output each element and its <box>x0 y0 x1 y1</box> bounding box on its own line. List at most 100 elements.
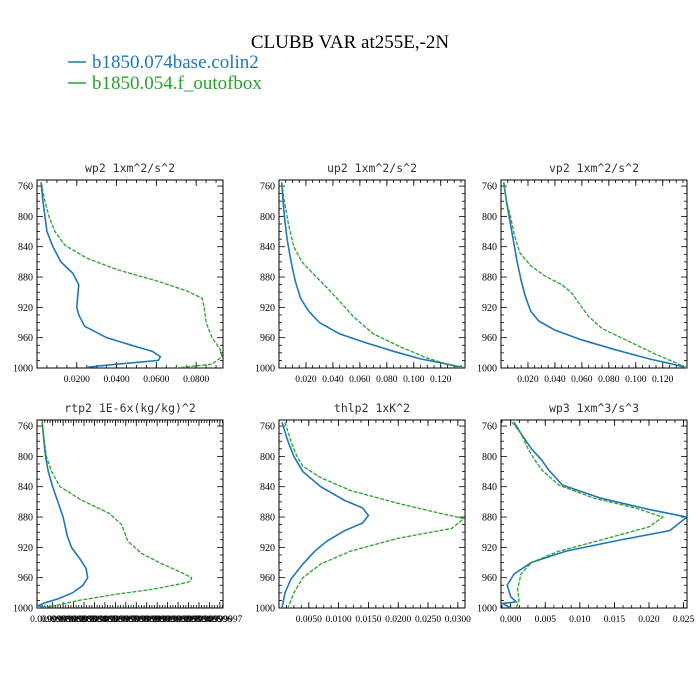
x-tick-label: 0.00999991 <box>135 615 180 625</box>
panel-6: wp3 1xm^3/s^3 760 800 840 880 920 960 10000.000… <box>477 401 694 625</box>
x-tick-label: 0.010 <box>569 615 591 625</box>
y-tick-label: 880 <box>482 273 497 284</box>
panel-frame <box>278 179 466 369</box>
x-tick-label: 0.0050 <box>296 615 322 625</box>
y-tick-label: 920 <box>482 543 497 554</box>
panel-frame <box>278 419 466 609</box>
y-tick-label: 960 <box>482 573 497 584</box>
x-tick-label: 0.020 <box>517 375 539 385</box>
figure-title: CLUBB VAR at255E,-2N <box>251 32 450 53</box>
y-tick-label: 1000 <box>255 364 275 375</box>
x-tick-label: 0.100 <box>403 375 425 385</box>
y-tick-label: 880 <box>18 513 33 524</box>
y-tick-label: 960 <box>482 333 497 344</box>
x-tick-label: 0.060 <box>349 375 371 385</box>
y-tick-label: 800 <box>18 452 33 463</box>
y-tick-label: 1000 <box>477 364 497 375</box>
panel-title: rtp2 1E-6x(kg/kg)^2 <box>64 401 196 415</box>
y-tick-label: 760 <box>482 182 497 193</box>
series-base-line <box>280 182 465 368</box>
x-tick-label: 0.020 <box>295 375 317 385</box>
x-tick-label: 0.0600 <box>143 375 169 385</box>
y-tick-label: 840 <box>482 242 497 253</box>
series-outofbox-line <box>281 182 462 368</box>
x-tick-label: 0.00999982 <box>41 615 86 625</box>
y-tick-label: 840 <box>260 242 275 253</box>
x-tick-label: 0.0100 <box>326 615 352 625</box>
panel-5: thlp2 1xK^2 760 800 840 880 920 960 1000 0.0050 0… <box>255 401 471 625</box>
x-tick-label: 0.120 <box>430 375 452 385</box>
x-tick-label: 0.00999989 <box>114 615 159 625</box>
x-tick-label: 0.040 <box>322 375 344 385</box>
x-tick-label: 0.00999985 <box>72 615 117 625</box>
panel-title: thlp2 1xK^2 <box>334 401 410 415</box>
series-outofbox-line <box>41 422 193 608</box>
series-outofbox-line <box>503 182 687 368</box>
y-tick-label: 960 <box>18 333 33 344</box>
y-tick-label: 920 <box>260 543 275 554</box>
x-tick-label: 0.0150 <box>355 615 381 625</box>
series-base-line <box>40 182 162 368</box>
x-tick-label: 0.00999990 <box>124 615 169 625</box>
y-tick-label: 760 <box>482 422 497 433</box>
y-tick-label: 920 <box>260 303 275 314</box>
y-tick-label: 840 <box>482 482 497 493</box>
x-tick-label: 0.020 <box>638 615 660 625</box>
x-tick-label: 0.005 <box>535 615 557 625</box>
x-tick-label: 0.080 <box>376 375 398 385</box>
y-tick-label: 840 <box>18 482 33 493</box>
legend-label-outofbox: b1850.054.f_outofbox <box>92 73 262 94</box>
panel-1: wp2 1xm^2/s^2 760 800 840 880 920 960 1000 0.020… <box>13 161 224 385</box>
y-tick-label: 920 <box>482 303 497 314</box>
x-tick-label: 0.00999995 <box>176 615 221 625</box>
x-tick-label: 0.040 <box>544 375 566 385</box>
x-tick-label: 0.015 <box>604 615 626 625</box>
x-tick-label: 0.0250 <box>415 615 441 625</box>
x-tick-label: 0.00999988 <box>103 615 148 625</box>
panel-2: up2 1xm^2/s^2 760 800 840 880 920 960 1000 0.020… <box>255 161 466 385</box>
y-tick-label: 920 <box>18 303 33 314</box>
panel-frame <box>500 419 688 609</box>
y-tick-label: 1000 <box>13 364 33 375</box>
panel-title: wp3 1xm^3/s^3 <box>549 401 639 415</box>
x-tick-label: 0.0300 <box>445 615 471 625</box>
x-tick-label: 0.00999986 <box>82 615 127 625</box>
y-tick-label: 760 <box>18 182 33 193</box>
x-tick-label: 0.00999984 <box>61 615 106 625</box>
x-tick-label: 0.00999983 <box>51 615 96 625</box>
series-base-line <box>501 421 687 608</box>
x-tick-label: 0.000 <box>500 615 522 625</box>
y-tick-label: 800 <box>260 212 275 223</box>
y-tick-label: 880 <box>260 273 275 284</box>
y-tick-label: 880 <box>260 513 275 524</box>
x-tick-label: 0.120 <box>652 375 674 385</box>
x-tick-label: 0.025 <box>673 615 695 625</box>
x-tick-label: 0.0200 <box>64 375 90 385</box>
x-tick-label: 0.080 <box>598 375 620 385</box>
series-outofbox-line <box>511 421 665 608</box>
x-tick-label: 0.00999993 <box>156 615 201 625</box>
x-tick-label: 0.0400 <box>104 375 130 385</box>
y-tick-label: 800 <box>482 452 497 463</box>
y-tick-label: 960 <box>18 573 33 584</box>
x-tick-label: 0.00999996 <box>187 615 232 625</box>
y-tick-label: 760 <box>18 422 33 433</box>
series-base-line <box>502 182 687 368</box>
y-tick-label: 1000 <box>255 604 275 615</box>
y-tick-label: 760 <box>260 422 275 433</box>
panels-container: wp2 1xm^2/s^2 760 800 840 880 920 960 1000 0.020… <box>13 161 694 625</box>
x-tick-label: 0.00999987 <box>93 615 138 625</box>
y-tick-label: 840 <box>260 482 275 493</box>
panel-title: wp2 1xm^2/s^2 <box>85 161 175 175</box>
series-outofbox-line <box>284 422 465 608</box>
panel-title: up2 1xm^2/s^2 <box>327 161 417 175</box>
panel-3: vp2 1xm^2/s^2 760 800 840 880 920 960 1000 0.020… <box>477 161 688 385</box>
x-tick-label: 0.100 <box>625 375 647 385</box>
x-tick-label: 0.0800 <box>183 375 209 385</box>
panel-title: vp2 1xm^2/s^2 <box>549 161 639 175</box>
y-tick-label: 1000 <box>13 604 33 615</box>
series-base-line <box>281 422 370 608</box>
y-tick-label: 800 <box>260 452 275 463</box>
y-tick-label: 800 <box>482 212 497 223</box>
